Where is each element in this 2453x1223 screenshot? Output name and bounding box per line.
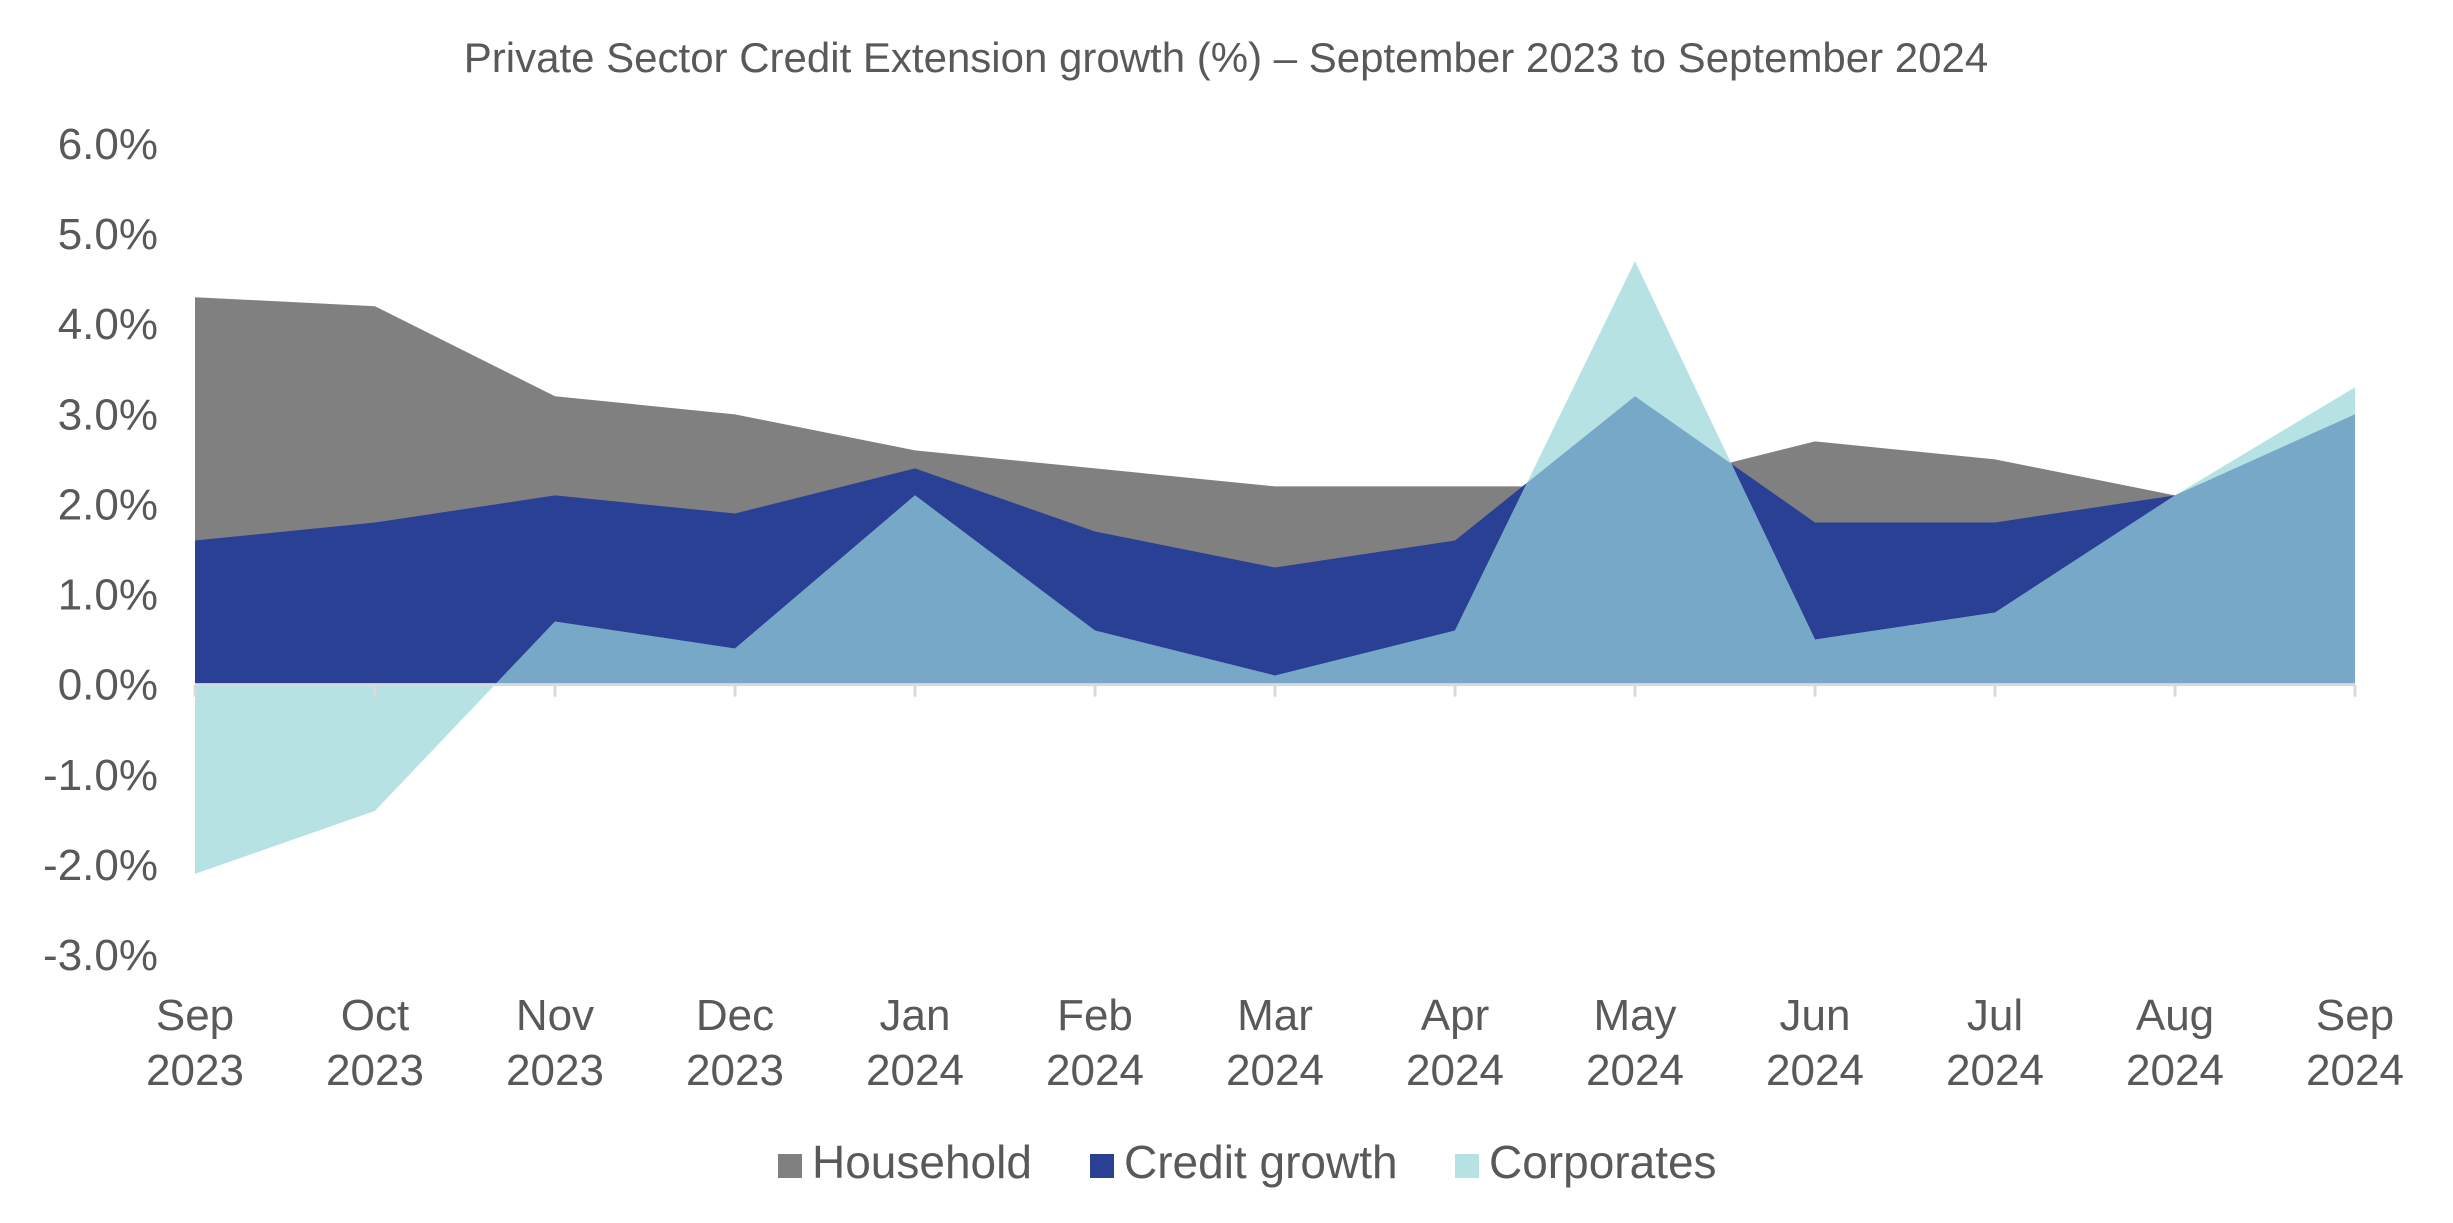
x-tick-year: 2024 [2306, 1046, 2404, 1095]
y-tick-label: -3.0% [43, 931, 158, 980]
x-tick-month: Feb [1057, 991, 1133, 1040]
x-tick-year: 2024 [1406, 1046, 1504, 1095]
x-tick-year: 2024 [866, 1046, 964, 1095]
y-tick-label: 0.0% [58, 661, 158, 710]
x-tick-month: Sep [2316, 991, 2394, 1040]
x-tick-month: Mar [1237, 991, 1313, 1040]
legend-item-credit-growth: Credit growth [1090, 1136, 1398, 1188]
x-tick-month: Dec [696, 991, 774, 1040]
chart-title: Private Sector Credit Extension growth (… [464, 34, 1988, 81]
x-tick-year: 2023 [506, 1046, 604, 1095]
y-tick-label: 6.0% [58, 120, 158, 169]
x-tick-year: 2023 [326, 1046, 424, 1095]
legend-label: Credit growth [1124, 1136, 1398, 1188]
y-tick-label: -1.0% [43, 751, 158, 800]
legend-label: Corporates [1489, 1136, 1717, 1188]
x-tick-year: 2024 [1226, 1046, 1324, 1095]
x-tick-month: Jan [880, 991, 951, 1040]
x-tick-year: 2024 [2126, 1046, 2224, 1095]
y-tick-label: 5.0% [58, 210, 158, 259]
x-tick-year: 2024 [1946, 1046, 2044, 1095]
legend-label: Household [812, 1136, 1032, 1188]
y-tick-label: 1.0% [58, 571, 158, 620]
x-tick-month: Aug [2136, 991, 2214, 1040]
x-tick-year: 2024 [1586, 1046, 1684, 1095]
y-tick-label: 4.0% [58, 300, 158, 349]
x-tick-month: Sep [156, 991, 234, 1040]
plot-area [195, 261, 2355, 874]
x-tick-year: 2024 [1046, 1046, 1144, 1095]
area-credit-growth [195, 396, 2355, 685]
x-tick-month: Jun [1780, 991, 1851, 1040]
legend-swatch [778, 1154, 802, 1178]
y-tick-label: 2.0% [58, 480, 158, 529]
legend-item-household: Household [778, 1136, 1032, 1188]
y-tick-label: 3.0% [58, 390, 158, 439]
x-tick-month: May [1593, 991, 1676, 1040]
x-tick-month: Apr [1421, 991, 1489, 1040]
legend: Household Credit growth Corporates [778, 1136, 1717, 1188]
x-tick-year: 2023 [686, 1046, 784, 1095]
x-tick-month: Nov [516, 991, 594, 1040]
x-tick-month: Oct [341, 991, 409, 1040]
x-tick-month: Jul [1967, 991, 2023, 1040]
x-tick-year: 2023 [146, 1046, 244, 1095]
axes: Sep 2023 Oct 2023 Nov 2023 Dec 2023 Jan 2024 Feb 20… [43, 120, 2404, 1095]
legend-item-corporates: Corporates [1455, 1136, 1717, 1188]
y-tick-label: -2.0% [43, 841, 158, 890]
x-tick-year: 2024 [1766, 1046, 1864, 1095]
legend-swatch [1455, 1154, 1479, 1178]
legend-swatch [1090, 1154, 1114, 1178]
